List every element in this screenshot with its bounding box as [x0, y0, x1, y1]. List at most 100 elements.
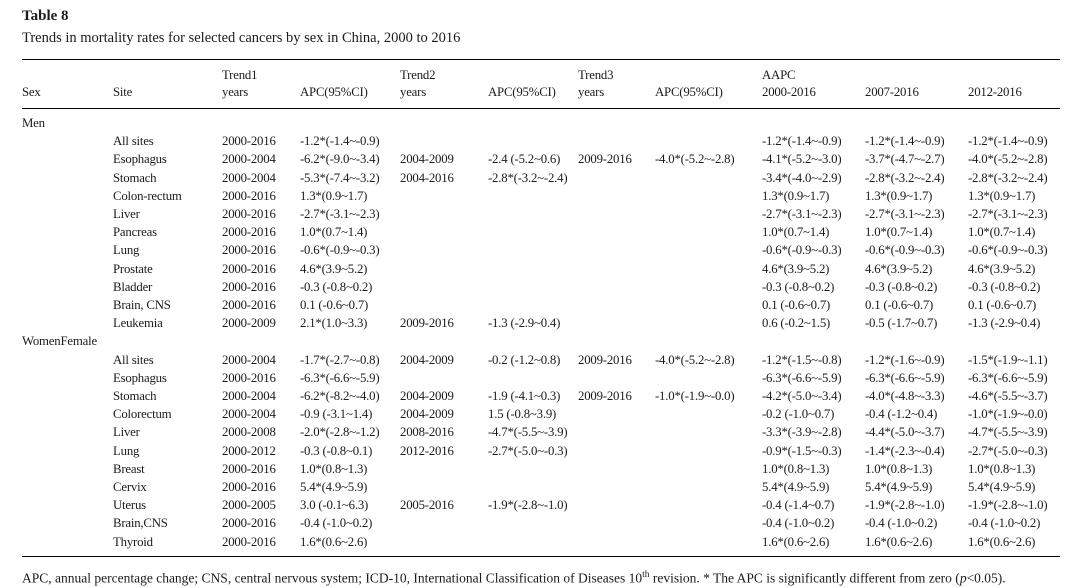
value-cell: [488, 460, 578, 478]
value-cell: -4.7*(-5.5~-3.9): [968, 425, 1048, 440]
value-cell: [655, 369, 762, 387]
value-cell: 2000-2004: [222, 352, 276, 367]
value-cell: 2000-2016: [222, 243, 276, 258]
value-cell: 2000-2004: [222, 389, 276, 404]
value-cell: -0.3 (-0.8~0.2): [762, 279, 835, 294]
sex-column-spacer: [22, 132, 113, 150]
value-cell: 2000-2016: [222, 461, 276, 476]
site-cell: Stomach: [113, 389, 157, 404]
value-cell: [400, 296, 488, 314]
site-cell: Lung: [113, 443, 140, 458]
value-cell: [400, 260, 488, 278]
table-row: Lung 2000-2016 -0.6*(-0.9~-0.3) -0.6*(-0.9~…: [22, 241, 1060, 259]
mortality-trends-table: Trend1 Trend2 Trend3 AAPC Sex Site years…: [22, 59, 1060, 557]
sex-column-spacer: [22, 223, 113, 241]
value-cell: [655, 533, 762, 557]
value-cell: 2004-2009: [400, 389, 454, 404]
value-cell: 4.6*(3.9~5.2): [865, 261, 933, 276]
value-cell: -2.7*(-3.1~-2.3): [968, 207, 1048, 222]
value-cell: -5.3*(-7.4~-3.2): [300, 170, 380, 185]
value-cell: [578, 296, 655, 314]
site-cell: Esophagus: [113, 152, 167, 167]
value-cell: [578, 187, 655, 205]
value-cell: 2004-2009: [400, 407, 454, 422]
header-cell-trend3: Trend3: [578, 68, 614, 82]
site-cell: Thyroid: [113, 534, 153, 549]
value-cell: 5.4*(4.9~5.9): [762, 480, 830, 495]
sex-section-row: WomenFemale: [22, 332, 1060, 350]
value-cell: -1.9*(-2.8~-1.0): [968, 498, 1048, 513]
value-cell: 2000-2008: [222, 425, 276, 440]
value-cell: [400, 223, 488, 241]
value-cell: [655, 423, 762, 441]
footnote-text: APC, annual percentage change; CNS, cent…: [22, 570, 643, 586]
value-cell: 1.5 (-0.8~3.9): [488, 407, 557, 422]
value-cell: -4.0*(-4.8~-3.3): [865, 389, 945, 404]
value-cell: -0.2 (-1.0~0.7): [762, 407, 835, 422]
value-cell: 1.6*(0.6~2.6): [968, 534, 1036, 549]
site-cell: All sites: [113, 134, 154, 149]
table-row: Brain,CNS 2000-2016 -0.4 (-1.0~0.2) -0.4 (-…: [22, 514, 1060, 532]
table-row: Liver 2000-2016 -2.7*(-3.1~-2.3) -2.7*(-3.1…: [22, 205, 1060, 223]
footnote-superscript: th: [642, 569, 650, 580]
sex-column-spacer: [22, 296, 113, 314]
value-cell: -0.4 (-1.2~0.4): [865, 407, 938, 422]
header-cell-sex: Sex: [22, 84, 113, 109]
value-cell: 2012-2016: [400, 443, 454, 458]
value-cell: 2000-2016: [222, 480, 276, 495]
value-cell: 1.3*(0.9~1.7): [968, 188, 1036, 203]
value-cell: [400, 241, 488, 259]
header-cell: [300, 60, 400, 85]
value-cell: [655, 205, 762, 223]
value-cell: -2.7*(-3.1~-2.3): [865, 207, 945, 222]
value-cell: -4.7*(-5.5~-3.9): [488, 425, 568, 440]
value-cell: -0.3 (-0.8~0.2): [300, 279, 373, 294]
value-cell: [400, 278, 488, 296]
value-cell: -0.4 (-1.4~0.7): [762, 498, 835, 513]
header-cell: [22, 60, 113, 85]
table-caption: Trends in mortality rates for selected c…: [22, 30, 461, 46]
value-cell: [578, 205, 655, 223]
value-cell: [488, 478, 578, 496]
value-cell: -0.2 (-1.2~0.8): [488, 352, 561, 367]
value-cell: 2000-2016: [222, 534, 276, 549]
table-row: Esophagus 2000-2016 -6.3*(-6.6~-5.9) -6.3*(…: [22, 369, 1060, 387]
value-cell: -1.9 (-4.1~0.3): [488, 389, 561, 404]
sex-column-spacer: [22, 514, 113, 532]
table-label: Table 8: [22, 8, 69, 24]
value-cell: -1.0*(-1.9~-0.0): [968, 407, 1048, 422]
value-cell: 1.0*(0.8~1.3): [762, 461, 830, 476]
site-cell: Colon-rectum: [113, 188, 182, 203]
value-cell: -0.9*(-1.5~-0.3): [762, 443, 842, 458]
value-cell: -2.7*(-5.0~-0.3): [968, 443, 1048, 458]
value-cell: 2000-2016: [222, 516, 276, 531]
value-cell: 0.6 (-0.2~1.5): [762, 316, 831, 331]
value-cell: 5.4*(4.9~5.9): [865, 480, 933, 495]
table-row: Lung 2000-2012 -0.3 (-0.8~0.1) 2012-2016 -2.…: [22, 442, 1060, 460]
value-cell: [488, 296, 578, 314]
value-cell: -0.3 (-0.8~0.1): [300, 443, 373, 458]
value-cell: [578, 260, 655, 278]
sex-column-spacer: [22, 442, 113, 460]
header-cell-aapc-2000-2016: 2000-2016: [762, 84, 865, 109]
value-cell: -1.5*(-1.9~-1.1): [968, 352, 1048, 367]
value-cell: -6.3*(-6.6~-5.9): [968, 370, 1048, 385]
value-cell: -3.3*(-3.9~-2.8): [762, 425, 842, 440]
header-cell: [865, 60, 968, 85]
value-cell: -4.1*(-5.2~-3.0): [762, 152, 842, 167]
sex-column-spacer: [22, 150, 113, 168]
table-row: Brain, CNS 2000-2016 0.1 (-0.6~0.7) 0.1 (-0…: [22, 296, 1060, 314]
sex-column-spacer: [22, 351, 113, 369]
sex-column-spacer: [22, 260, 113, 278]
value-cell: 2000-2016: [222, 225, 276, 240]
value-cell: -0.6*(-0.9~-0.3): [968, 243, 1048, 258]
value-cell: [578, 478, 655, 496]
footnote-text: revision. * The APC is significantly dif…: [649, 570, 960, 586]
value-cell: 4.6*(3.9~5.2): [968, 261, 1036, 276]
sex-column-spacer: [22, 460, 113, 478]
value-cell: -4.0*(-5.2~-2.8): [968, 152, 1048, 167]
header-cell: [655, 60, 762, 85]
header-cell-aapc: AAPC: [762, 68, 796, 82]
value-cell: 1.0*(0.8~1.3): [300, 461, 368, 476]
value-cell: 2.1*(1.0~3.3): [300, 316, 368, 331]
